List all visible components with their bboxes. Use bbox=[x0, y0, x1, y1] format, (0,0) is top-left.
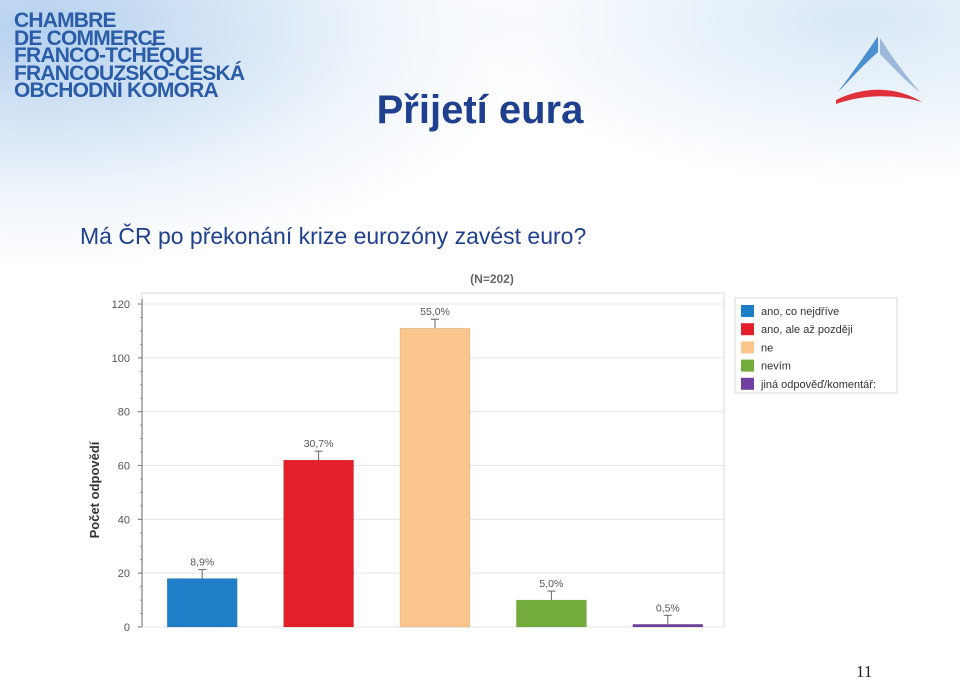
bar bbox=[166, 578, 238, 628]
bar-chart-panel: 0 20 40 60 80 100 120 Počet odpovědí (N=202) 8,9%… bbox=[80, 268, 908, 634]
data-label: 30,7% bbox=[304, 438, 334, 450]
legend-label: jiná odpověď/komentář: bbox=[760, 379, 876, 391]
legend-box bbox=[734, 297, 898, 394]
y-tick-label: 120 bbox=[112, 299, 130, 311]
legend-label: nevím bbox=[761, 361, 791, 373]
legend-label: ano, ale až později bbox=[761, 324, 853, 336]
y-tick-label: 60 bbox=[118, 461, 130, 473]
data-label: 55,0% bbox=[420, 306, 450, 318]
chamber-logo: CHAMBRE DE COMMERCE FRANCO-TCHÈQUE FRANC… bbox=[14, 9, 245, 102]
logo-line: OBCHODNÍ KOMORA bbox=[14, 79, 219, 102]
data-label: 5,0% bbox=[539, 578, 563, 590]
bar bbox=[399, 327, 471, 628]
legend-swatch bbox=[741, 341, 754, 354]
y-tick-label: 40 bbox=[118, 514, 130, 526]
bar bbox=[632, 624, 704, 628]
bar-chart: 0 20 40 60 80 100 120 Počet odpovědí (N=202) 8,9%… bbox=[87, 272, 898, 634]
y-axis-label: Počet odpovědí bbox=[87, 441, 102, 538]
legend-swatch bbox=[741, 305, 754, 317]
data-label: 0,5% bbox=[656, 602, 680, 614]
y-tick-label: 0 bbox=[124, 622, 130, 634]
logo-line: FRANCOUZSKO-ČESKÁ bbox=[14, 61, 245, 85]
page-number: 11 bbox=[856, 662, 873, 681]
survey-question: Má ČR po překonání krize eurozóny zavést… bbox=[80, 223, 587, 249]
logo-line: FRANCO-TCHÈQUE bbox=[14, 44, 203, 67]
chart-title: (N=202) bbox=[470, 272, 514, 286]
y-tick-label: 100 bbox=[112, 353, 130, 365]
legend-label: ne bbox=[761, 342, 773, 354]
legend-swatch bbox=[741, 323, 754, 336]
slide-title: Přijetí eura bbox=[0, 88, 960, 133]
data-label: 8,9% bbox=[190, 557, 214, 569]
bar bbox=[516, 599, 587, 628]
logo-line: DE COMMERCE bbox=[14, 26, 166, 50]
tricolor-logo-icon bbox=[836, 36, 922, 104]
logo-line: CHAMBRE bbox=[14, 9, 117, 32]
legend-label: ano, co nejdříve bbox=[761, 306, 839, 318]
legend-swatch bbox=[741, 377, 754, 390]
legend-swatch bbox=[741, 359, 754, 372]
bar bbox=[283, 459, 354, 628]
slide-title-text: Přijetí eura bbox=[376, 88, 584, 132]
y-tick-label: 80 bbox=[118, 407, 130, 419]
y-tick-label: 20 bbox=[118, 568, 130, 580]
